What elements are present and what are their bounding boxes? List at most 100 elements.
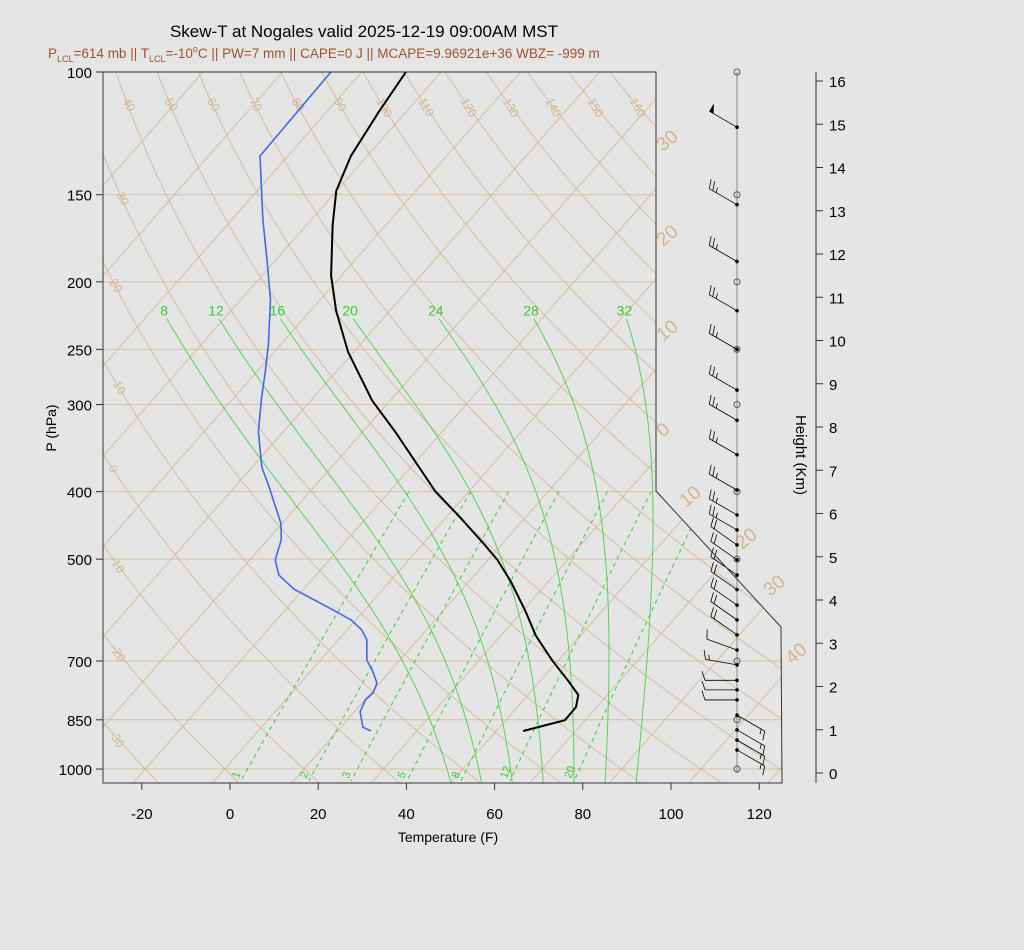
wind-barb-full <box>712 466 716 477</box>
wind-barb-half <box>759 729 762 735</box>
wind-barb-half <box>715 372 718 379</box>
wind-level-dot <box>735 388 739 392</box>
wind-barb-full <box>710 577 714 587</box>
wind-barb-full <box>713 534 718 544</box>
height-tick-label: 7 <box>829 463 837 480</box>
wind-barb-full <box>712 287 716 297</box>
dry-adiabat <box>197 72 782 783</box>
isotherm-label: 30 <box>760 571 790 601</box>
dry-adiabat-label: 50 <box>162 95 181 114</box>
wind-barb-full <box>708 236 712 246</box>
height-tick-label: 15 <box>829 117 846 134</box>
mixing-ratio-line <box>460 491 608 782</box>
isotherm <box>132 72 760 783</box>
wind-barb-full <box>762 731 766 741</box>
moist-adiabat-label: 32 <box>617 302 633 318</box>
wind-barb-full <box>762 765 766 776</box>
isotherm <box>103 72 204 783</box>
mixing-ratio-label: 20 <box>562 764 577 780</box>
wind-barb-full <box>708 504 712 515</box>
dry-adiabat <box>103 72 563 783</box>
x-axis-label: Temperature (F) <box>398 829 498 845</box>
y-tick-label: 400 <box>67 485 92 502</box>
dry-adiabat <box>485 72 782 783</box>
moist-adiabat <box>279 318 513 783</box>
dry-adiabat <box>103 72 402 783</box>
height-axis-label: Height (Km) <box>792 415 809 495</box>
wind-barb-full <box>713 579 718 590</box>
height-tick-label: 3 <box>829 636 837 653</box>
wind-barb-full <box>713 549 718 560</box>
dry-adiabat-label: 160 <box>627 95 649 120</box>
dry-adiabat-label: -30 <box>107 728 128 750</box>
wind-barb-full <box>713 594 718 604</box>
dry-adiabat <box>403 72 782 783</box>
wind-barb-staff <box>736 714 765 732</box>
dry-adiabat <box>238 72 782 783</box>
height-tick-label: 13 <box>829 204 846 221</box>
isotherm-label: 10 <box>653 316 683 346</box>
wind-barbs <box>701 68 766 776</box>
wind-barb-staff <box>736 729 765 747</box>
x-tick-label: 40 <box>398 806 415 823</box>
dry-adiabat <box>103 72 160 783</box>
dry-adiabat <box>103 72 241 783</box>
dry-adiabat-label: 110 <box>415 95 437 119</box>
dry-adiabat-label: 70 <box>246 95 265 114</box>
wind-barb-half <box>715 293 718 299</box>
y-tick-label: 200 <box>67 275 92 292</box>
wind-barb-staff <box>709 333 738 350</box>
wind-barb-full <box>710 532 714 542</box>
wind-barb-staff <box>710 586 738 606</box>
wind-barb-staff <box>709 438 738 455</box>
mixing-ratio-line <box>240 491 410 782</box>
height-tick-label: 8 <box>829 420 837 437</box>
y-tick-label: 250 <box>67 342 92 359</box>
y-tick-label: 300 <box>67 398 92 415</box>
wind-barb-full <box>708 179 712 189</box>
dry-adiabat <box>103 72 643 783</box>
wind-barb-full <box>713 519 718 529</box>
mixing-ratio-line <box>308 491 472 782</box>
isotherm-label: 30 <box>653 126 683 156</box>
wind-barb-staff <box>709 513 738 531</box>
wind-barb-full <box>712 396 716 407</box>
mandatory-level-marker <box>733 765 741 773</box>
moist-adiabat <box>166 318 452 783</box>
wind-barb-full <box>712 238 716 248</box>
height-tick-label: 9 <box>829 377 837 394</box>
wind-barb-staff <box>709 373 738 391</box>
dry-adiabat <box>609 72 782 783</box>
wind-barb-staff <box>709 498 738 516</box>
wind-barb-staff <box>709 110 738 128</box>
dry-adiabat-label: 60 <box>204 95 223 114</box>
dry-adiabat-label: 130 <box>500 95 522 120</box>
wind-barb-full <box>710 592 714 602</box>
wind-barb-full <box>703 649 706 660</box>
moist-adiabat-label: 8 <box>160 302 168 318</box>
dry-adiabat-label: 0 <box>106 463 122 476</box>
dry-adiabat-label: 40 <box>120 95 139 114</box>
wind-barb-full <box>708 464 712 475</box>
height-tick-label: 16 <box>829 74 846 91</box>
dewpoint-line <box>257 72 378 732</box>
wind-barb-full <box>708 285 712 295</box>
wind-barb-full <box>708 489 712 500</box>
isotherm <box>370 72 782 783</box>
axes: -20 0 20 40 60 80 100 1201001502002503004005007… <box>59 65 846 823</box>
height-tick-label: 5 <box>829 550 837 567</box>
isotherm <box>688 72 782 783</box>
wind-barb-half <box>715 332 718 338</box>
height-tick-label: 12 <box>829 247 846 264</box>
dry-adiabat-label: 10 <box>110 378 129 397</box>
mixing-ratio-label: 1 <box>230 770 243 780</box>
y-tick-label: 100 <box>67 65 92 82</box>
isotherm-label: 40 <box>782 639 812 669</box>
background-grid <box>103 72 782 783</box>
mandatory-level-marker <box>733 401 741 409</box>
mandatory-level-marker <box>733 68 741 76</box>
wind-barb-half <box>715 187 718 193</box>
wind-barb-half <box>715 244 718 250</box>
wind-barb-full <box>762 756 766 766</box>
